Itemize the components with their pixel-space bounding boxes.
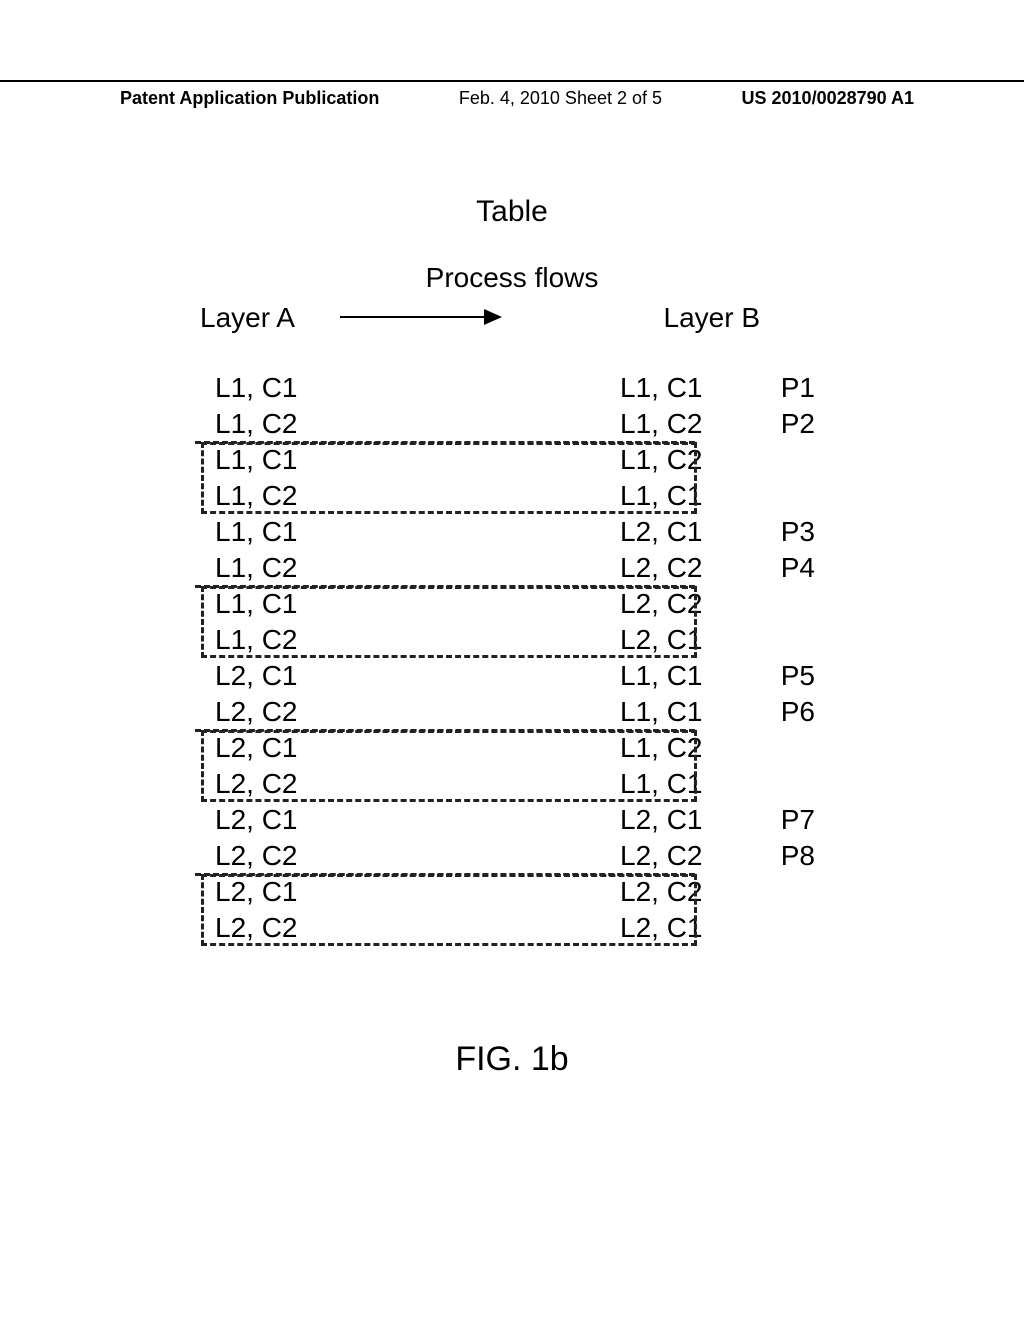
cell-layer-a: L1, C2: [195, 624, 310, 656]
table-row: L2, C1 L1, C2: [195, 730, 815, 766]
cell-layer-b: L1, C2: [620, 732, 715, 764]
cell-layer-a: L1, C1: [195, 516, 310, 548]
table-row: L1, C2 L1, C1: [195, 478, 815, 514]
col-b-header: Layer B: [664, 302, 761, 334]
table-row: L2, C2 L2, C1: [195, 910, 815, 946]
cell-layer-a: L2, C1: [195, 804, 310, 836]
table-row: L1, C2L1, C2P2: [195, 406, 815, 442]
table-row: L1, C1 L2, C2: [195, 586, 815, 622]
cell-layer-a: L2, C2: [195, 696, 310, 728]
table-row: L2, C2 L1, C1P6: [195, 694, 815, 730]
table-title: Table: [0, 195, 1024, 229]
cell-layer-b: L2, C2: [620, 876, 715, 908]
table-row: L2, C1 L1, C1P5: [195, 658, 815, 694]
cell-layer-b: L1, C1: [620, 372, 715, 404]
subtitle: Process flows: [0, 262, 1024, 294]
cell-layer-a: L2, C1: [195, 732, 310, 764]
cell-layer-b: L2, C2: [620, 840, 715, 872]
table-row: L1, C1L1, C1P1: [195, 370, 815, 406]
table-body: L1, C1L1, C1P1L1, C2L1, C2P2L1, C1L1, C2…: [195, 370, 815, 946]
cell-layer-a: L1, C2: [195, 408, 310, 440]
cell-layer-b: L2, C2: [620, 588, 715, 620]
table-row: L1, C2 L2, C2P4: [195, 550, 815, 586]
cell-layer-a: L2, C1: [195, 660, 310, 692]
cell-layer-b: L2, C1: [620, 516, 715, 548]
figure-caption: FIG. 1b: [0, 1040, 1024, 1079]
cell-layer-a: L1, C1: [195, 588, 310, 620]
header-date-sheet: Feb. 4, 2010 Sheet 2 of 5: [459, 88, 662, 109]
cell-layer-a: L1, C1: [195, 372, 310, 404]
cell-layer-a: L1, C2: [195, 480, 310, 512]
cell-process-label: P8: [715, 840, 815, 872]
table-row: L2, C1 L2, C2: [195, 874, 815, 910]
cell-layer-b: L1, C2: [620, 444, 715, 476]
cell-process-label: P5: [715, 660, 815, 692]
table-row: L2, C1L2, C1P7: [195, 802, 815, 838]
cell-layer-b: L2, C2: [620, 552, 715, 584]
header-publication: Patent Application Publication: [120, 88, 379, 109]
col-a-header: Layer A: [200, 302, 295, 334]
column-headers: Layer A Layer B: [200, 302, 760, 334]
cell-process-label: P7: [715, 804, 815, 836]
cell-layer-b: L1, C1: [620, 660, 715, 692]
cell-layer-a: L1, C1: [195, 444, 310, 476]
header-pubnum: US 2010/0028790 A1: [742, 88, 914, 109]
cell-process-label: P6: [715, 696, 815, 728]
table-row: L2, C2L2, C2P8: [195, 838, 815, 874]
page-header: Patent Application Publication Feb. 4, 2…: [0, 80, 1024, 109]
cell-layer-a: L2, C1: [195, 876, 310, 908]
cell-process-label: P4: [715, 552, 815, 584]
cell-process-label: P3: [715, 516, 815, 548]
cell-layer-b: L2, C1: [620, 804, 715, 836]
cell-layer-a: L2, C2: [195, 768, 310, 800]
table-row: L1, C1 L2, C1P3: [195, 514, 815, 550]
table-row: L1, C1 L1, C2: [195, 442, 815, 478]
cell-layer-b: L2, C1: [620, 912, 715, 944]
arrow-icon: [340, 316, 500, 318]
cell-layer-a: L2, C2: [195, 840, 310, 872]
cell-process-label: P2: [715, 408, 815, 440]
cell-layer-b: L1, C2: [620, 408, 715, 440]
cell-layer-a: L1, C2: [195, 552, 310, 584]
cell-layer-b: L1, C1: [620, 480, 715, 512]
cell-layer-b: L1, C1: [620, 768, 715, 800]
cell-layer-a: L2, C2: [195, 912, 310, 944]
cell-layer-b: L2, C1: [620, 624, 715, 656]
cell-layer-b: L1, C1: [620, 696, 715, 728]
table-row: L2, C2 L1, C1: [195, 766, 815, 802]
table-row: L1, C2 L2, C1: [195, 622, 815, 658]
cell-process-label: P1: [715, 372, 815, 404]
